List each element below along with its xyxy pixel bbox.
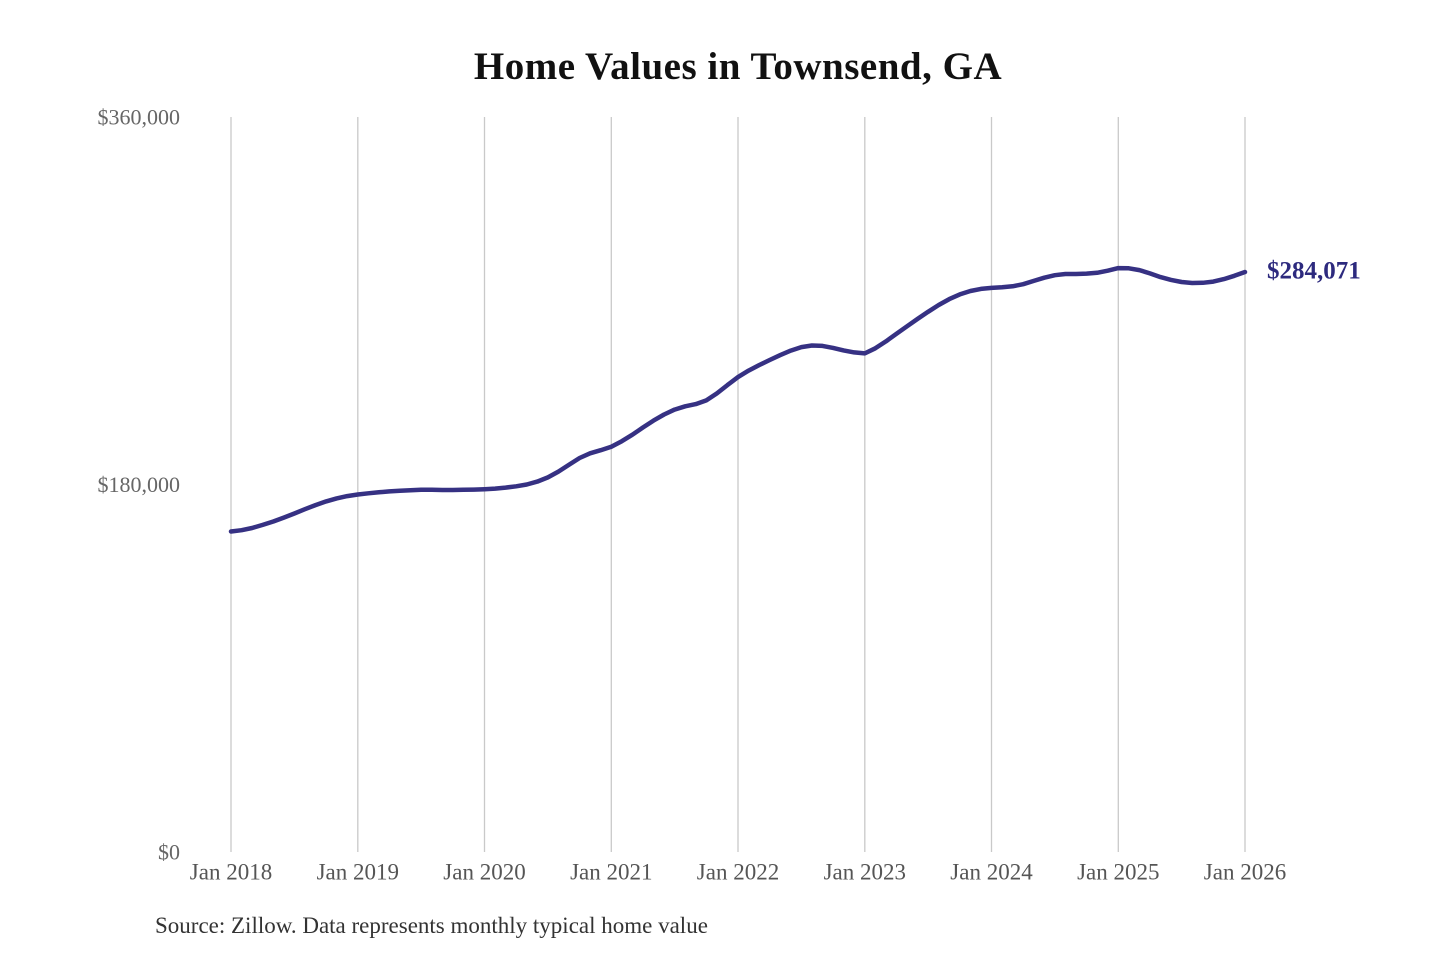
x-axis-tick-label: Jan 2021	[570, 860, 652, 885]
x-axis-tick-label: Jan 2024	[950, 860, 1033, 885]
y-axis-tick-label: $180,000	[98, 472, 181, 497]
x-axis-tick-label: Jan 2026	[1204, 860, 1286, 885]
x-axis-tick-label: Jan 2025	[1077, 860, 1159, 885]
x-axis-tick-label: Jan 2018	[190, 860, 272, 885]
y-axis-tick-label: $0	[158, 840, 180, 865]
source-note: Source: Zillow. Data represents monthly …	[155, 913, 708, 938]
x-axis-tick-label: Jan 2019	[317, 860, 399, 885]
x-axis-tick-label: Jan 2022	[697, 860, 779, 885]
current-value-label: $284,071	[1267, 258, 1361, 285]
chart-title: Home Values in Townsend, GA	[473, 45, 1003, 88]
x-axis-tick-label: Jan 2023	[824, 860, 906, 885]
x-axis-tick-label: Jan 2020	[443, 860, 525, 885]
y-axis-tick-label: $360,000	[98, 105, 181, 130]
home-value-line	[228, 265, 1248, 534]
